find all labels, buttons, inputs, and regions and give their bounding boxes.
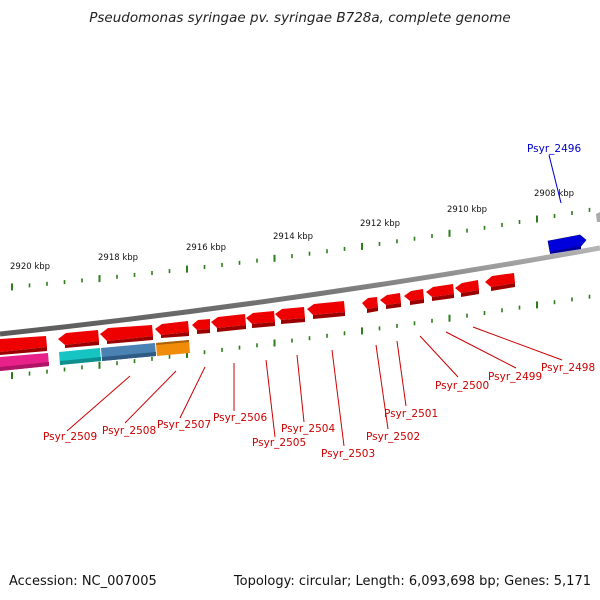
gene-arrow-psyr-2504[interactable]: [211, 314, 246, 328]
cog-segment-steelblue-shadow: [102, 352, 156, 361]
gene-arrow-psyr-2509[interactable]: [0, 336, 47, 352]
gene-arrow-shadow-psyr-2509: [0, 347, 47, 355]
gene-label-psyr-2505[interactable]: Psyr_2505: [252, 437, 306, 449]
gene-labels: Psyr_2496 Psyr_2498 Psyr_2499 Psyr_2500 …: [43, 143, 595, 460]
gene-label-psyr-2502[interactable]: Psyr_2502: [366, 431, 420, 443]
gene-arrow-reverse-2[interactable]: [455, 280, 479, 293]
gene-arrow-psyr-2500[interactable]: [362, 297, 378, 309]
cog-segment-magenta-shadow: [0, 362, 49, 371]
gene-arrow-shadow-psyr-2506: [161, 332, 189, 338]
scale-labels: 2920 kbp 2918 kbp 2916 kbp 2914 kbp 2912…: [10, 189, 574, 272]
cog-segment-cyan-shadow: [60, 357, 101, 365]
gene-arrow-psyr-2498[interactable]: [404, 289, 424, 301]
gene-arrow-psyr-2508[interactable]: [58, 330, 99, 345]
gene-label-psyr-2504[interactable]: Psyr_2504: [281, 423, 335, 435]
cog-segment-orange-top: [156, 340, 189, 345]
leader-psyr-2504: [296, 354, 305, 423]
genome-backbone: [0, 245, 600, 337]
gene-arrow-psyr-2507[interactable]: [100, 325, 153, 341]
forward-strand-genes: [547, 234, 587, 254]
gene-arrow-shadow-psyr-2499: [386, 303, 401, 309]
map-title: Pseudomonas syringae pv. syringae B728a,…: [89, 10, 511, 26]
gene-arrow-reverse-1[interactable]: [426, 284, 454, 297]
leader-psyr-2508: [124, 370, 177, 424]
gene-arrow-shadow-psyr-2505: [197, 329, 210, 334]
reverse-strand-genes: [0, 273, 515, 355]
gene-label-psyr-2507[interactable]: Psyr_2507: [157, 419, 211, 431]
gene-arrow-psyr-2502[interactable]: [275, 307, 305, 320]
gene-label-psyr-2508[interactable]: Psyr_2508: [102, 425, 156, 437]
scale-label-2910: 2910 kbp: [447, 205, 487, 215]
leader-psyr-2509: [66, 375, 131, 432]
gene-arrow-shadow-reverse-3: [491, 283, 515, 291]
backbone-end-marker: [596, 212, 600, 222]
leader-psyr-2502: [375, 344, 389, 430]
gene-label-psyr-2498[interactable]: Psyr_2498: [541, 362, 595, 374]
gene-arrow-psyr-2505[interactable]: [192, 319, 210, 330]
gene-arrow-psyr-2496[interactable]: [547, 234, 587, 253]
gene-arrow-psyr-2503[interactable]: [246, 311, 275, 324]
leader-psyr-2501: [396, 340, 407, 407]
leader-psyr-2496: [548, 154, 562, 204]
gene-arrow-psyr-2506[interactable]: [155, 321, 189, 335]
gene-arrow-reverse-3[interactable]: [485, 273, 515, 287]
scale-label-2914: 2914 kbp: [273, 232, 313, 242]
scale-label-2916: 2916 kbp: [186, 243, 226, 253]
gene-arrow-psyr-2501[interactable]: [307, 301, 345, 315]
gene-arrow-psyr-2499[interactable]: [380, 293, 401, 305]
gene-label-psyr-2509[interactable]: Psyr_2509: [43, 431, 97, 443]
scale-label-2918: 2918 kbp: [98, 253, 138, 263]
gene-arrow-shadow-reverse-2: [461, 290, 479, 297]
leader-psyr-2498: [472, 326, 563, 361]
gene-arrow-shadow-reverse-1: [432, 294, 454, 301]
leader-psyr-2500: [419, 335, 459, 378]
gene-label-psyr-2501[interactable]: Psyr_2501: [384, 408, 438, 420]
gene-label-psyr-2503[interactable]: Psyr_2503: [321, 448, 375, 460]
label-leader-lines: [66, 154, 563, 447]
gene-arrow-shadow-psyr-2496: [550, 246, 581, 254]
leader-psyr-2499: [445, 331, 517, 369]
gene-label-psyr-2506[interactable]: Psyr_2506: [213, 412, 267, 424]
cog-feature-ring: [0, 340, 190, 371]
gene-arrow-shadow-psyr-2500: [367, 307, 378, 313]
gene-arrow-shadow-psyr-2508: [65, 341, 99, 348]
leader-psyr-2503: [331, 349, 345, 447]
gene-label-psyr-2496[interactable]: Psyr_2496: [527, 143, 581, 155]
genome-stats-label: Topology: circular; Length: 6,093,698 bp…: [233, 574, 591, 589]
gene-arrow-shadow-psyr-2502: [281, 318, 305, 324]
accession-label: Accession: NC_007005: [9, 574, 157, 589]
gene-label-psyr-2500[interactable]: Psyr_2500: [435, 380, 489, 392]
outer-tick-ring: [11, 207, 591, 291]
scale-label-2908: 2908 kbp: [534, 189, 574, 199]
leader-psyr-2507: [179, 366, 206, 419]
scale-label-2920: 2920 kbp: [10, 262, 50, 272]
gene-label-psyr-2499[interactable]: Psyr_2499: [488, 371, 542, 383]
gene-arrow-shadow-psyr-2507: [107, 336, 153, 344]
gene-arrow-shadow-psyr-2504: [217, 325, 246, 332]
leader-psyr-2505: [265, 359, 276, 438]
gene-arrow-shadow-psyr-2501: [313, 312, 345, 319]
scale-label-2912: 2912 kbp: [360, 219, 400, 229]
gene-arrow-shadow-psyr-2503: [252, 322, 275, 328]
gene-arrow-shadow-psyr-2498: [410, 299, 424, 305]
